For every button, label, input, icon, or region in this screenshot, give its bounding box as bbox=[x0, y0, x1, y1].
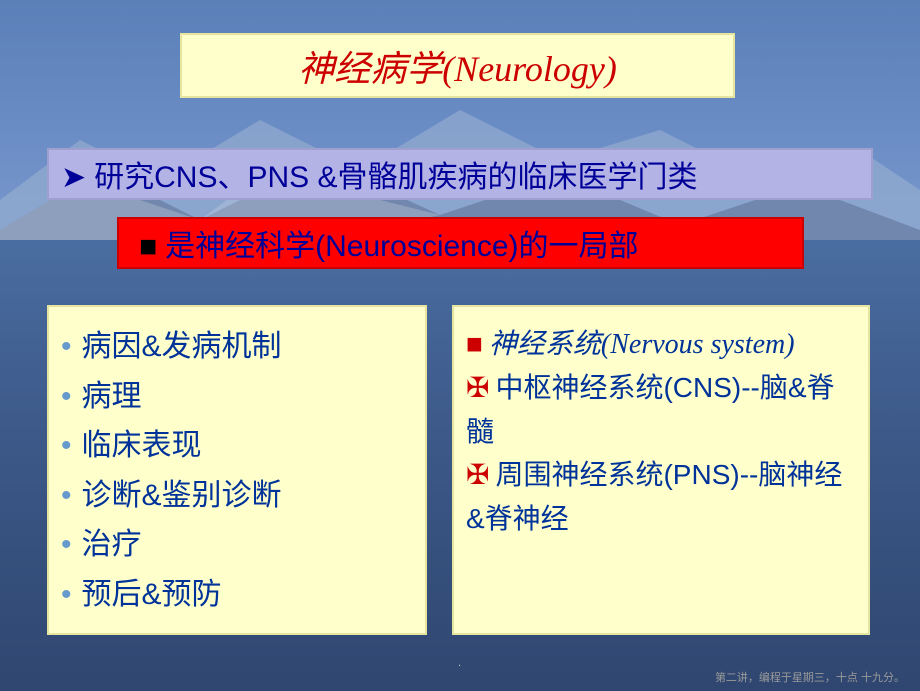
left-item-2-text: 临床表现 bbox=[82, 429, 202, 462]
subtitle-2-content: 是神经科学(Neuroscience)的一局部 bbox=[165, 230, 638, 263]
subtitle-1-content: 研究CNS、PNS &骨骼肌疾病的临床医学门类 bbox=[94, 161, 697, 194]
left-item-4-text: 治疗 bbox=[82, 528, 142, 561]
footer-text: 第二讲，编程于星期三，十点 十九分。 bbox=[715, 669, 905, 685]
left-item-1-text: 病理 bbox=[82, 380, 142, 413]
cross-bullet-icon: ✠ bbox=[466, 459, 489, 490]
left-item-2: • 临床表现 bbox=[61, 421, 413, 471]
right-item-1-text: 周围神经系统(PNS)--脑神经&脊神经 bbox=[466, 459, 842, 533]
dot-bullet-icon: • bbox=[61, 380, 72, 413]
dot-bullet-icon: • bbox=[61, 578, 72, 611]
subtitle-1-text: ➤研究CNS、PNS &骨骼肌疾病的临床医学门类 bbox=[61, 152, 698, 196]
left-item-5-text: 预后&预防 bbox=[82, 578, 222, 611]
right-item-0: ✠中枢神经系统(CNS)--脑&脊髓 bbox=[466, 366, 856, 453]
arrow-bullet-icon: ➤ bbox=[61, 161, 86, 194]
left-item-5: • 预后&预防 bbox=[61, 570, 413, 620]
center-dot: . bbox=[458, 657, 461, 669]
dot-bullet-icon: • bbox=[61, 528, 72, 561]
title-text: 神经病学(Neurology) bbox=[298, 40, 617, 92]
subtitle-box-2: ■是神经科学(Neuroscience)的一局部 bbox=[117, 217, 804, 269]
right-item-0-text: 中枢神经系统(CNS)--脑&脊髓 bbox=[466, 372, 835, 446]
square-bullet-sm-icon: ■ bbox=[466, 328, 483, 359]
dot-bullet-icon: • bbox=[61, 330, 72, 363]
left-item-3-text: 诊断&鉴别诊断 bbox=[82, 479, 282, 512]
left-item-1: • 病理 bbox=[61, 372, 413, 422]
content-box-right: ■神经系统(Nervous system) ✠中枢神经系统(CNS)--脑&脊髓… bbox=[452, 305, 870, 635]
cross-bullet-icon: ✠ bbox=[466, 372, 489, 403]
right-heading: ■神经系统(Nervous system) bbox=[466, 322, 856, 366]
right-item-1: ✠周围神经系统(PNS)--脑神经&脊神经 bbox=[466, 453, 856, 540]
subtitle-box-1: ➤研究CNS、PNS &骨骼肌疾病的临床医学门类 bbox=[47, 148, 873, 200]
dot-bullet-icon: • bbox=[61, 429, 72, 462]
title-box: 神经病学(Neurology) bbox=[180, 33, 735, 98]
square-bullet-icon: ■ bbox=[139, 230, 157, 263]
dot-bullet-icon: • bbox=[61, 479, 72, 512]
left-item-0-text: 病因&发病机制 bbox=[82, 330, 282, 363]
left-item-4: • 治疗 bbox=[61, 520, 413, 570]
right-heading-text: 神经系统(Nervous system) bbox=[489, 329, 795, 360]
subtitle-2-text: ■是神经科学(Neuroscience)的一局部 bbox=[139, 221, 639, 265]
left-item-0: • 病因&发病机制 bbox=[61, 322, 413, 372]
left-item-3: • 诊断&鉴别诊断 bbox=[61, 471, 413, 521]
content-box-left: • 病因&发病机制 • 病理 • 临床表现 • 诊断&鉴别诊断 • 治疗 • 预后&预防 bbox=[47, 305, 427, 635]
